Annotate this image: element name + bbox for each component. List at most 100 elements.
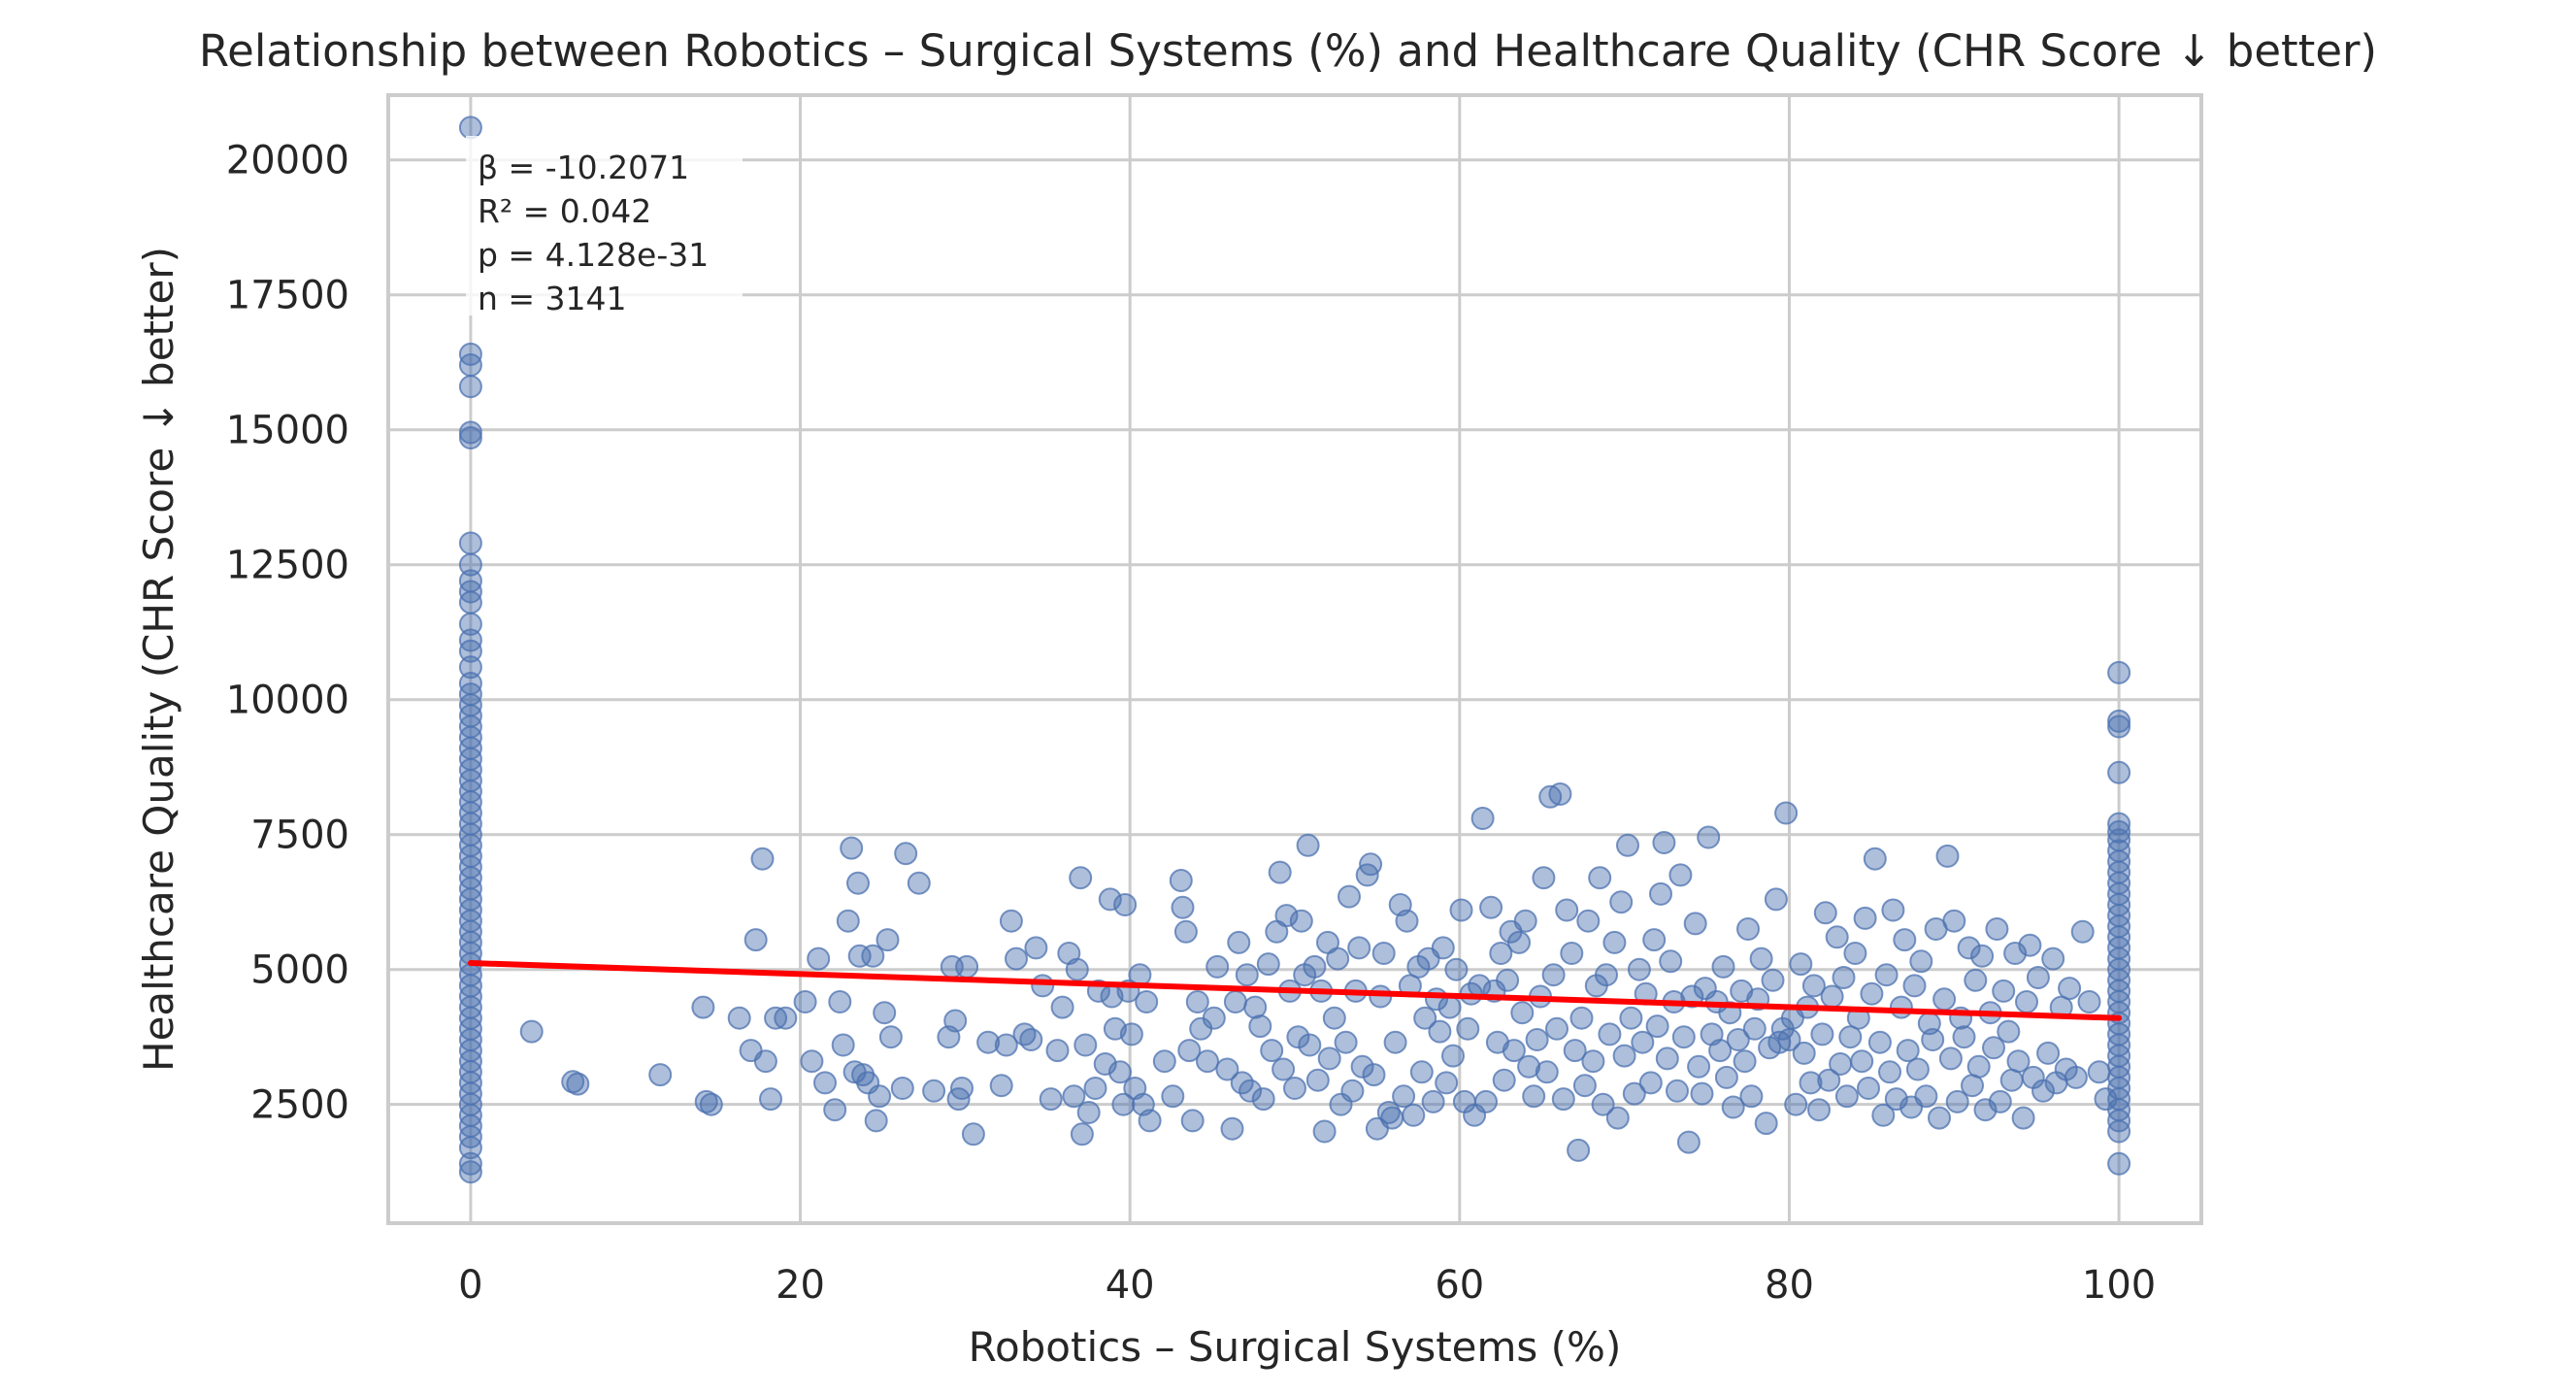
data-point: [2107, 714, 2131, 739]
data-point: [458, 1151, 482, 1176]
data-point: [1957, 936, 1981, 960]
data-point: [2031, 1079, 2055, 1103]
data-point: [1083, 1077, 1107, 1100]
data-point: [840, 836, 864, 860]
data-point: [1256, 952, 1280, 977]
data-point: [458, 639, 482, 663]
data-point: [2077, 990, 2101, 1013]
data-point: [1383, 1030, 1407, 1054]
data-point: [2018, 933, 2042, 957]
data-point: [793, 990, 817, 1013]
data-point: [750, 847, 775, 871]
x-tick-label: 80: [1765, 1263, 1814, 1308]
data-point: [1952, 1025, 1976, 1049]
data-point: [1428, 1019, 1452, 1044]
data-point: [1638, 1071, 1663, 1095]
data-point: [1857, 1077, 1880, 1100]
data-point: [1031, 974, 1055, 998]
data-point: [1395, 909, 1419, 933]
data-point: [890, 1077, 914, 1100]
data-point: [2107, 760, 2131, 784]
data-point: [458, 552, 482, 577]
data-point: [1435, 1071, 1459, 1095]
data-point: [458, 531, 482, 555]
data-point: [1764, 887, 1788, 912]
data-point: [1076, 1101, 1101, 1124]
data-point: [1810, 1022, 1834, 1046]
data-point: [1598, 1022, 1622, 1046]
data-point: [1260, 1039, 1284, 1063]
data-point: [878, 1025, 903, 1049]
data-point: [1988, 1089, 2012, 1113]
data-point: [1380, 1106, 1404, 1130]
data-point: [1205, 954, 1230, 979]
data-point: [1535, 1060, 1559, 1084]
data-point: [1572, 1074, 1597, 1098]
data-point: [1555, 898, 1579, 922]
data-point: [1545, 1016, 1569, 1041]
data-point: [1510, 1001, 1535, 1025]
data-point: [1817, 1068, 1841, 1092]
data-point: [1874, 963, 1899, 987]
data-point: [458, 1136, 482, 1160]
data-point: [1289, 909, 1313, 933]
data-point: [1789, 952, 1813, 977]
data-point: [823, 1098, 847, 1122]
y-tick-label: 12500: [226, 544, 349, 588]
data-point: [1421, 1089, 1445, 1113]
y-tick-labels: 2500 5000 7500 10000 12500 15000 17500 20000: [226, 139, 349, 1128]
data-point: [943, 1009, 968, 1033]
data-point: [1152, 1049, 1176, 1074]
data-point: [1588, 866, 1612, 890]
data-point: [894, 842, 918, 866]
data-point: [1005, 947, 1028, 971]
data-point: [922, 1079, 946, 1103]
data-point: [1359, 852, 1383, 877]
data-point: [1843, 942, 1867, 965]
data-point: [1627, 957, 1651, 981]
data-point: [2107, 660, 2131, 684]
x-tick-label: 60: [1435, 1263, 1484, 1308]
data-point: [1532, 866, 1556, 890]
data-point: [1609, 890, 1634, 914]
x-tick-label: 20: [776, 1263, 825, 1308]
y-tick-label: 20000: [226, 139, 349, 183]
data-point: [1138, 1109, 1162, 1133]
data-point: [1813, 901, 1837, 925]
data-point: [1371, 942, 1396, 965]
data-point: [1322, 1006, 1346, 1030]
data-point: [1492, 1068, 1516, 1092]
data-point: [1711, 954, 1735, 979]
data-point: [458, 375, 482, 399]
data-point: [1271, 1057, 1296, 1081]
data-point: [2107, 819, 2131, 844]
data-point: [1595, 963, 1618, 987]
data-point: [1619, 1006, 1643, 1030]
data-point: [1761, 968, 1785, 992]
data-point: [1326, 947, 1350, 971]
data-point: [1298, 1033, 1322, 1057]
data-point: [1687, 1054, 1711, 1079]
data-point: [1296, 833, 1320, 857]
data-point: [2070, 919, 2095, 944]
x-tick-label: 0: [458, 1263, 482, 1308]
data-point: [2036, 1041, 2061, 1065]
y-tick-label: 10000: [226, 679, 349, 723]
data-point: [1334, 1030, 1358, 1054]
data-point: [1825, 925, 1849, 949]
data-point: [458, 420, 482, 445]
data-point: [1838, 1025, 1863, 1049]
data-point: [1551, 1087, 1575, 1112]
data-point: [2107, 1119, 2131, 1144]
data-point: [1119, 1022, 1143, 1046]
data-point: [1569, 1006, 1594, 1030]
data-point: [1834, 1084, 1859, 1109]
data-point: [2094, 1087, 2118, 1112]
data-point: [1274, 904, 1299, 928]
data-point: [2058, 977, 2082, 1001]
data-point: [458, 426, 482, 449]
data-point: [2107, 1151, 2131, 1176]
data-point: [1671, 1025, 1696, 1049]
data-point: [1413, 1006, 1437, 1030]
data-point: [1867, 1030, 1892, 1054]
